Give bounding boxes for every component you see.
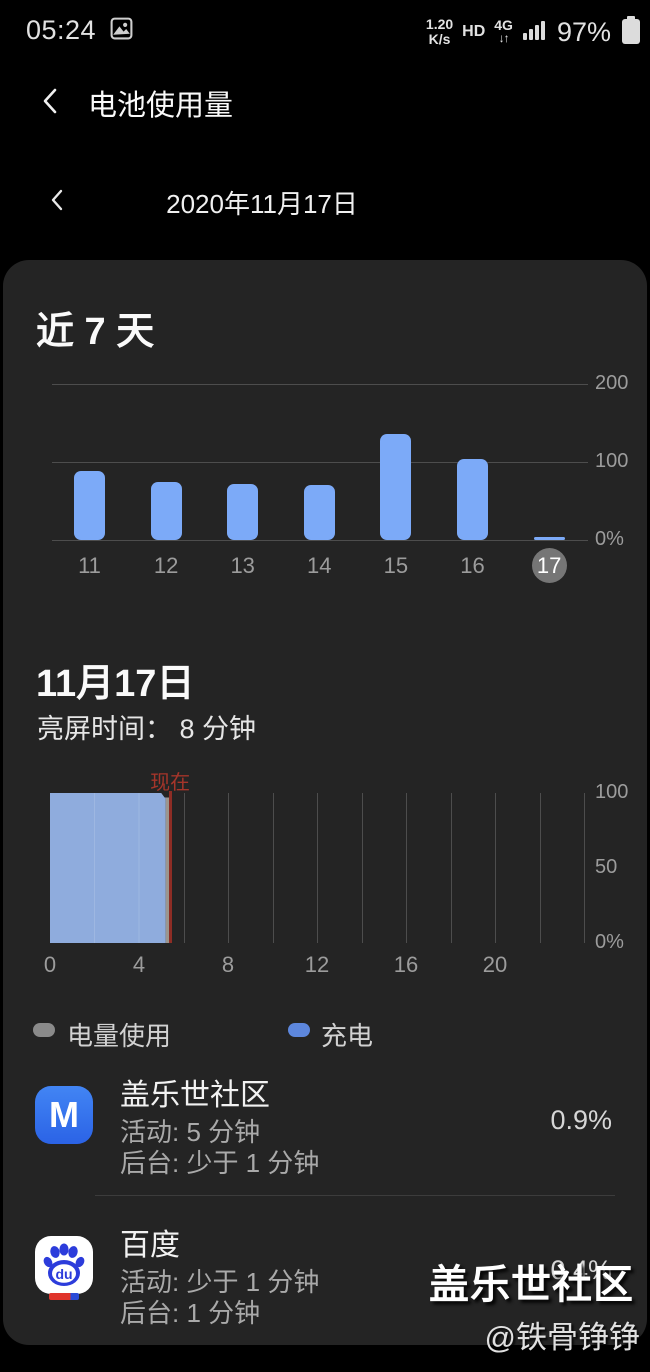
week-bar-day-14[interactable]: [303, 485, 335, 540]
day-gridline-h16: [406, 793, 407, 943]
week-bar-day-15[interactable]: [380, 433, 412, 540]
week-gridline-100: [52, 462, 588, 463]
selected-date-label: 2020年11月17日: [166, 189, 358, 219]
week-bar-day-11[interactable]: [74, 471, 105, 540]
samsung-members-icon: M: [35, 1086, 93, 1144]
week-bar-day-17[interactable]: [533, 537, 565, 540]
network-speed-indicator: 1.20 K/s: [425, 16, 454, 47]
week-gridline-200: [52, 384, 588, 385]
week-ytick-100: 100: [595, 450, 629, 472]
day-xtick-8: 8: [221, 952, 235, 977]
battery-usage-card: 近 7 天 200 100 0% 11 12 13 14 15 16 17 11月17日 亮屏时间…: [3, 260, 647, 1345]
screen-on-time: 亮屏时间： 8 分钟: [37, 714, 257, 744]
week-section-title: 近 7 天: [36, 311, 155, 353]
usage-legend-swatch: [33, 1023, 55, 1037]
chart-legend: 电量使用 充电: [3, 1016, 647, 1051]
charging-legend-swatch: [288, 1023, 310, 1037]
battery-level-area: [50, 793, 171, 943]
week-day-label-12[interactable]: 12: [153, 553, 179, 578]
app-battery-percent: 0.9%: [550, 1105, 612, 1135]
app-bar: 电池使用量: [0, 80, 650, 124]
page-title: 电池使用量: [88, 90, 234, 122]
battery-percent-text: 97%: [556, 16, 611, 47]
week-day-label-14[interactable]: 14: [307, 553, 332, 578]
status-bar: 05:24 1.20 K/s HD 4G ↓↑: [0, 0, 650, 62]
day-ytick-100: 100: [595, 781, 629, 803]
day-gridline-h20: [495, 793, 496, 943]
day-gridline-h6: [183, 793, 185, 943]
now-marker-line: [169, 791, 173, 943]
signal-strength-icon: [522, 18, 548, 47]
week-day-selected-17[interactable]: 17: [531, 548, 567, 583]
day-xtick-4: 4: [132, 952, 146, 977]
day-ytick-50: 50: [595, 856, 618, 878]
day-xtick-0: 0: [43, 952, 57, 977]
day-gridline-h14: [361, 793, 363, 943]
back-button[interactable]: [36, 84, 66, 123]
row-divider: [95, 1195, 615, 1196]
baidu-icon: du: [35, 1236, 93, 1300]
hd-voice-icon: HD: [462, 23, 486, 40]
date-navigator: 2020年11月17日: [0, 178, 650, 222]
day-gridline-h22: [539, 793, 541, 943]
baidu-icon-accent: [49, 1293, 79, 1300]
watermark-community: 盖乐世社区: [429, 1263, 634, 1307]
day-gridline-h12: [317, 793, 318, 943]
week-ytick-0: 0%: [595, 528, 624, 550]
app-name: 百度: [120, 1229, 180, 1262]
day-ytick-0: 0%: [595, 931, 624, 953]
week-bar-day-13[interactable]: [227, 483, 259, 540]
day-xtick-16: 16: [393, 952, 419, 977]
week-day-label-16[interactable]: 16: [460, 553, 485, 578]
day-gridline-h10: [272, 793, 274, 943]
4g-network-icon: 4G ↓↑: [494, 17, 513, 45]
charging-legend-label: 充电: [321, 1021, 374, 1051]
week-day-label-11[interactable]: 11: [78, 553, 101, 578]
app-active-time: 活动: 5 分钟: [120, 1117, 261, 1147]
now-marker-label: 现在: [150, 772, 191, 794]
day-gridline-h24: [584, 793, 585, 943]
app-battery-percent: 0.4%: [550, 1255, 612, 1285]
week-day-label-13[interactable]: 13: [230, 553, 255, 578]
battery-icon: [620, 15, 642, 50]
usage-legend-label: 电量使用: [67, 1021, 172, 1051]
watermark-author: @铁骨铮铮: [484, 1320, 640, 1355]
week-bar-day-16[interactable]: [457, 458, 488, 540]
daily-battery-chart: 100 50 0% 0 4 8 12 16 20 现在: [3, 260, 647, 1345]
app-active-time: 活动: 少于 1 分钟: [120, 1267, 320, 1297]
day-gridline-h18: [450, 793, 452, 943]
week-bar-day-12[interactable]: [150, 481, 182, 540]
svg-text:du: du: [55, 1266, 72, 1282]
clock: 05:24: [26, 15, 97, 45]
week-day-label-15[interactable]: 15: [383, 553, 409, 578]
day-gridline-h8: [228, 793, 229, 943]
week-gridline-0: [52, 540, 588, 541]
week-ytick-200: 200: [595, 372, 629, 394]
app-background-time: 后台: 1 分钟: [120, 1298, 261, 1328]
app-name: 盖乐世社区: [120, 1079, 270, 1112]
day-section-title: 11月17日: [36, 663, 195, 705]
weekly-usage-chart: 200 100 0% 11 12 13 14 15 16 17: [3, 260, 647, 1345]
previous-day-button[interactable]: [46, 186, 70, 219]
gallery-notification-icon: [109, 16, 134, 46]
day-xtick-20: 20: [482, 952, 508, 977]
day-xtick-12: 12: [304, 952, 330, 977]
app-background-time: 后台: 少于 1 分钟: [120, 1148, 320, 1178]
